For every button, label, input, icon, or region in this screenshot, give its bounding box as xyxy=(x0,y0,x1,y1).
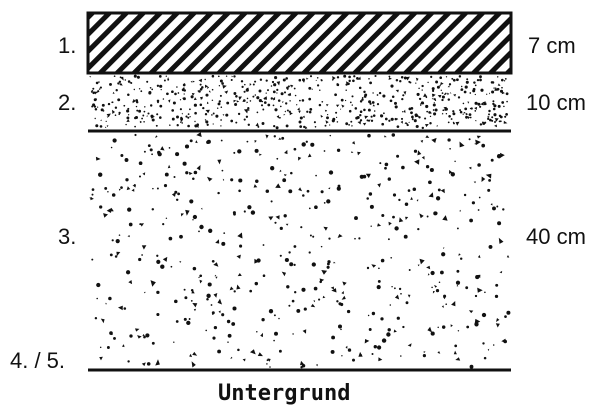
base-layer-index-label: 4. / 5. xyxy=(10,348,66,373)
layer-1-hatched xyxy=(86,11,513,75)
layer-1-index-label: 1. xyxy=(58,33,77,58)
layer-3-index-label: 3. xyxy=(58,224,77,249)
layer-2-index-label: 2. xyxy=(58,90,77,115)
layer-1-thickness-label: 7 cm xyxy=(528,33,576,58)
layer-2-thickness-label: 10 cm xyxy=(526,90,586,115)
subgrade-label: Untergrund xyxy=(218,381,351,406)
layer-2-fine-speckle xyxy=(88,73,511,131)
layer-3-coarse-speckle xyxy=(88,131,511,370)
layer-3-thickness-label: 40 cm xyxy=(526,224,586,249)
